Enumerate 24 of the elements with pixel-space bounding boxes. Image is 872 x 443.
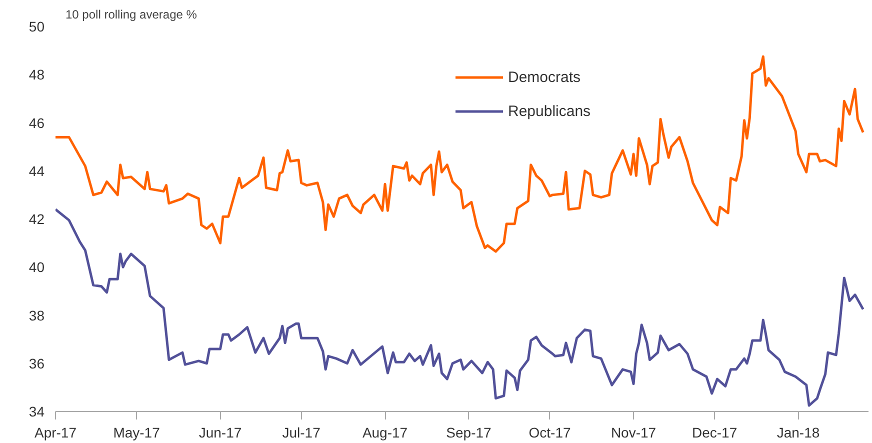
- x-tick-label: Apr-17: [34, 424, 77, 440]
- x-tick-label: Nov-17: [610, 424, 656, 440]
- x-tick-label: Jul-17: [282, 424, 321, 440]
- y-tick-label: 42: [28, 211, 45, 227]
- x-tick-label: Sep-17: [446, 424, 492, 440]
- y-tick-label: 46: [28, 114, 45, 131]
- x-tick-label: Jun-17: [198, 424, 242, 440]
- y-tick-label: 40: [28, 259, 45, 276]
- y-tick-label: 34: [28, 404, 45, 420]
- legend-label: Republicans: [508, 102, 591, 120]
- x-tick-label: Dec-17: [692, 424, 738, 440]
- x-tick-label: Jan-18: [776, 424, 820, 440]
- x-tick-label: Oct-17: [528, 424, 572, 440]
- y-tick-label: 44: [28, 162, 45, 179]
- line-series: [56, 208, 864, 407]
- y-tick-label: 48: [28, 66, 45, 83]
- line-series: [56, 55, 864, 253]
- x-tick-label: Aug-17: [362, 424, 408, 440]
- legend-label: Democrats: [508, 68, 581, 86]
- x-tick-label: May-17: [113, 424, 160, 440]
- y-tick-label: 50: [28, 18, 45, 34]
- chart-title: 10 poll rolling average %: [66, 8, 198, 22]
- y-tick-label: 38: [28, 307, 45, 324]
- y-tick-label: 36: [28, 355, 45, 372]
